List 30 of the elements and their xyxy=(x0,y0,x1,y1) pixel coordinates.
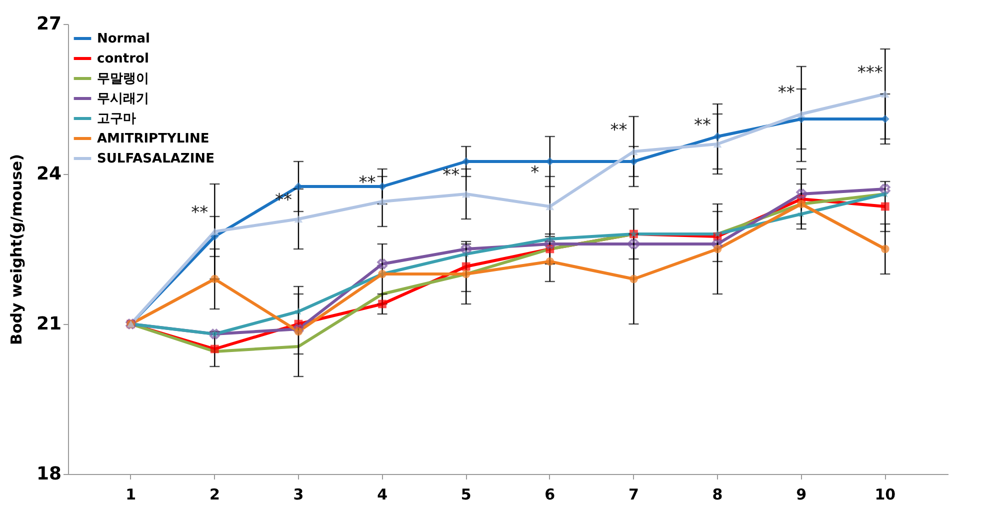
y-axis-title: Body weight(g/mouse) xyxy=(7,154,26,345)
x-tick-label: 6 xyxy=(544,486,556,504)
x-tick-label: 3 xyxy=(293,486,304,504)
x-tick-label: 8 xyxy=(712,486,723,504)
legend-label: Normal xyxy=(97,32,150,46)
x-tick-label: 2 xyxy=(209,486,220,504)
legend-label: SULFASALAZINE xyxy=(97,152,214,166)
annotation: *** xyxy=(857,63,883,83)
y-tick-label: 24 xyxy=(36,164,62,184)
annotation: ** xyxy=(778,83,795,103)
annotation: * xyxy=(530,163,540,183)
x-tick-label: 4 xyxy=(377,486,388,504)
x-tick-label: 7 xyxy=(628,486,639,504)
legend-label: 무시래기 xyxy=(97,92,149,106)
annotation: ** xyxy=(191,203,208,223)
legend-label: AMITRIPTYLINE xyxy=(97,132,210,146)
annotation: ** xyxy=(694,116,712,136)
y-tick-label: 27 xyxy=(36,14,62,34)
x-tick-label: 5 xyxy=(460,486,472,504)
legend-label: 무말랭이 xyxy=(97,72,149,86)
x-tick-label: 10 xyxy=(874,486,896,504)
x-tick-label: 9 xyxy=(796,486,807,504)
x-tick-label: 1 xyxy=(126,486,136,504)
annotation: ** xyxy=(442,166,460,186)
y-tick-label: 18 xyxy=(36,464,62,484)
legend-label: 고구마 xyxy=(97,112,136,126)
annotation: ** xyxy=(610,120,628,140)
annotation: ** xyxy=(358,173,376,193)
y-tick-label: 21 xyxy=(36,314,62,334)
legend-label: control xyxy=(97,52,149,66)
